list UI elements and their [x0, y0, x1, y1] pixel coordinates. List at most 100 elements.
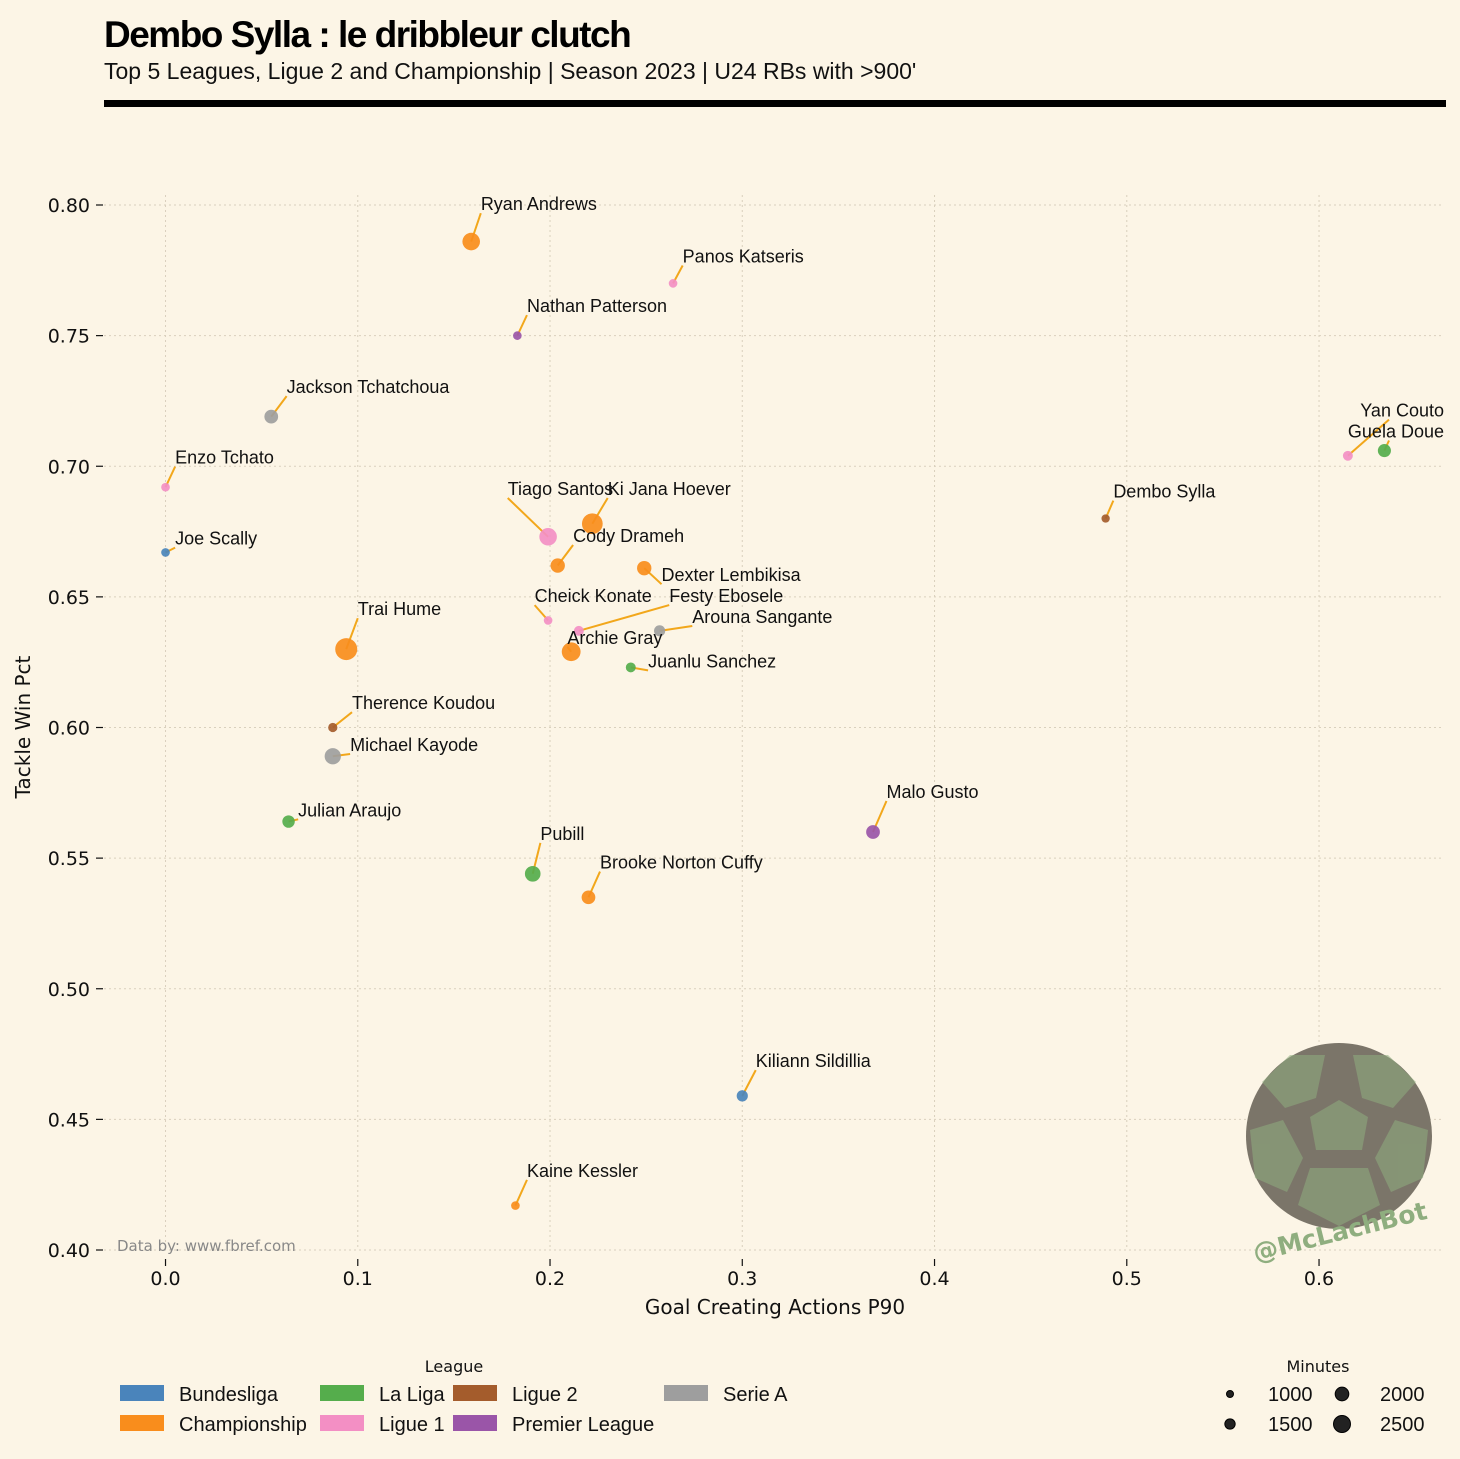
point-label: Cody Drameh [573, 526, 684, 546]
point-label: Juanlu Sanchez [648, 651, 776, 671]
x-tick-label: 0.2 [535, 1268, 565, 1290]
point-label: Nathan Patterson [527, 296, 667, 316]
data-credit: Data by: www.fbref.com [117, 1237, 296, 1255]
point-label: Tiago Santos [508, 479, 613, 499]
y-axis-label: Tackle Win Pct [11, 655, 35, 799]
data-point [324, 748, 341, 765]
legend-league-label: Championship [179, 1414, 307, 1436]
chart-title: Dembo Sylla : le dribbleur clutch [104, 14, 632, 55]
legend-size-marker [1224, 1418, 1236, 1430]
y-tick-label: 0.75 [48, 326, 90, 348]
data-points [161, 232, 1391, 1210]
point-label: Therence Koudou [352, 693, 495, 713]
data-point [282, 815, 295, 828]
data-point [654, 625, 666, 637]
legend-size-marker [1334, 1386, 1350, 1402]
data-point [637, 560, 652, 576]
leader-line [507, 497, 549, 538]
point-label: Michael Kayode [350, 735, 478, 755]
leader-line [1347, 418, 1390, 457]
point-label: Ki Jana Hoever [608, 479, 731, 499]
x-tick-label: 0.6 [1304, 1268, 1334, 1290]
data-point [161, 548, 170, 557]
data-point [561, 642, 581, 662]
y-tick-label: 0.60 [48, 718, 90, 740]
legend-swatch [120, 1385, 164, 1401]
data-point [264, 409, 279, 424]
y-tick-label: 0.65 [48, 587, 90, 609]
point-label: Festy Ebosele [669, 586, 783, 606]
data-point [736, 1090, 748, 1102]
legend-league-label: Ligue 1 [379, 1414, 445, 1436]
y-tick-label: 0.45 [48, 1109, 90, 1131]
point-label: Dexter Lembikisa [662, 565, 802, 585]
y-tick-label: 0.50 [48, 979, 90, 1001]
data-point [581, 513, 603, 535]
data-point [335, 638, 358, 661]
x-tick-label: 0.4 [919, 1268, 949, 1290]
y-axis: 0.40 0.45 0.50 0.55 0.60 0.65 0.70 0.75 0.80 [48, 195, 103, 1262]
data-point [668, 279, 678, 288]
legend: League Bundesliga Championship La Liga Ligu… [120, 1357, 1425, 1436]
x-tick-label: 0.1 [343, 1268, 373, 1290]
legend-size-entries: 1000 1500 2000 2500 [1224, 1384, 1425, 1436]
point-label: Enzo Tchato [175, 448, 274, 468]
legend-league-label: Ligue 2 [512, 1384, 578, 1406]
point-label: Ryan Andrews [481, 194, 597, 214]
point-label: Kiliann Sildillia [756, 1051, 872, 1071]
data-point [866, 825, 880, 839]
x-axis: 0.0 0.1 0.2 0.3 0.4 0.5 0.6 [150, 1259, 1334, 1290]
y-tick-label: 0.40 [48, 1240, 90, 1262]
point-label: Archie Gray [567, 628, 662, 648]
y-tick-label: 0.70 [48, 456, 90, 478]
data-point [581, 890, 596, 905]
legend-size-label: 2000 [1380, 1384, 1425, 1406]
legend-size-label: 1500 [1268, 1414, 1313, 1436]
point-label: Malo Gusto [886, 782, 978, 802]
point-label: Jackson Tchatchoua [287, 377, 451, 397]
legend-size-label: 2500 [1380, 1414, 1425, 1436]
data-point [550, 558, 565, 573]
data-point [625, 662, 636, 673]
point-label: Joe Scally [175, 529, 257, 549]
point-label: Trai Hume [358, 599, 441, 619]
data-point [539, 528, 557, 546]
legend-swatch [320, 1385, 364, 1401]
legend-league-title: League [425, 1357, 483, 1376]
data-point [462, 232, 480, 251]
point-label: Julian Araujo [298, 800, 401, 820]
point-label: Dembo Sylla [1113, 482, 1216, 502]
data-point [513, 331, 522, 340]
point-label: Cheick Konate [535, 586, 652, 606]
data-point [1377, 444, 1391, 458]
data-point [573, 625, 584, 636]
title-divider [104, 100, 1446, 107]
data-point [161, 482, 170, 492]
point-label: Brooke Norton Cuffy [600, 853, 763, 873]
legend-swatch [453, 1385, 497, 1401]
point-label: Panos Katseris [683, 246, 804, 266]
legend-swatch [453, 1415, 497, 1431]
legend-size-label: 1000 [1268, 1384, 1313, 1406]
point-label: Pubill [540, 824, 584, 844]
legend-swatch [320, 1415, 364, 1431]
point-label: Guela Doue [1348, 422, 1444, 442]
chart-subtitle: Top 5 Leagues, Ligue 2 and Championship … [104, 58, 917, 84]
x-axis-label: Goal Creating Actions P90 [645, 1295, 905, 1319]
soccer-ball-panels [1250, 1055, 1428, 1226]
data-point [1342, 450, 1353, 461]
legend-league-label: Premier League [512, 1414, 654, 1436]
legend-league-label: La Liga [379, 1384, 445, 1406]
point-label: Kaine Kessler [527, 1161, 638, 1181]
y-tick-label: 0.55 [48, 848, 90, 870]
x-tick-label: 0.3 [727, 1268, 757, 1290]
legend-size-title: Minutes [1287, 1357, 1350, 1376]
point-label: Arouna Sangante [692, 607, 832, 627]
data-point [1101, 514, 1110, 523]
legend-swatch [664, 1385, 708, 1401]
data-point [328, 722, 338, 733]
point-labels: Ryan Andrews Panos Katseris Nathan Patters… [175, 194, 1444, 1181]
brand-watermark: @McLachBot [1246, 1043, 1432, 1267]
leader-line [578, 604, 670, 632]
